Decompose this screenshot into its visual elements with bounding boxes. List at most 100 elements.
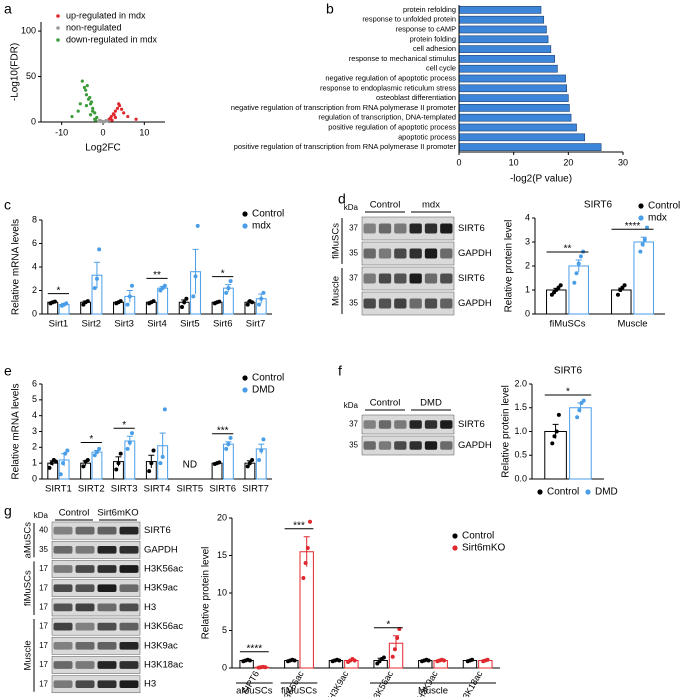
blot-band — [119, 584, 139, 593]
blot-band — [409, 223, 422, 234]
category-label: Sirt5 — [180, 319, 200, 330]
chart-title: SIRT6 — [554, 366, 583, 377]
x-tick-label: 10 — [139, 127, 149, 137]
y-tick-label: 1.0 — [514, 426, 527, 436]
blot-band — [75, 661, 95, 669]
kda-label: 17 — [39, 603, 48, 612]
data-point — [392, 647, 397, 652]
data-point — [116, 461, 121, 466]
legend-label: up-regulated in mdx — [66, 10, 146, 20]
data-point — [226, 442, 231, 447]
point — [113, 109, 117, 113]
data-point — [179, 304, 184, 309]
kda-label: 37 — [349, 224, 358, 233]
blot-band — [119, 565, 139, 573]
blot-label: GAPDH — [458, 248, 492, 259]
blot-band — [119, 661, 139, 669]
blot-band — [97, 584, 117, 593]
blot-band — [440, 298, 453, 309]
kda-label: 40 — [39, 526, 48, 535]
legend-marker — [56, 26, 60, 30]
legend-label: Control — [252, 373, 284, 384]
chart-title: SIRT6 — [584, 200, 613, 211]
blot-band — [53, 545, 73, 554]
blot-band — [394, 223, 407, 234]
kda-label: 35 — [39, 545, 48, 554]
category-label: H3K9ac — [326, 669, 351, 697]
significance-label: **** — [247, 643, 263, 654]
point — [91, 106, 95, 110]
bar — [458, 45, 552, 53]
point — [82, 85, 86, 90]
legend-label: non-regulated — [66, 22, 122, 32]
data-point — [245, 302, 250, 307]
blot-band — [363, 420, 376, 429]
panel-label: a — [4, 1, 12, 17]
kda-label: 35 — [349, 249, 358, 258]
bar — [546, 289, 567, 315]
data-point — [576, 261, 581, 266]
blot-group: Control — [370, 398, 401, 409]
significance-label: * — [122, 420, 126, 431]
category-label: Sirt3 — [114, 319, 134, 330]
data-point — [162, 283, 167, 288]
x-tick-label: -10 — [55, 127, 68, 137]
point — [108, 116, 113, 120]
data-point — [442, 658, 447, 663]
blot-band — [75, 641, 95, 650]
data-point — [130, 283, 135, 288]
point — [126, 114, 130, 119]
legend-label: Control — [252, 209, 284, 220]
data-point — [184, 296, 189, 301]
significance-label: * — [566, 387, 570, 398]
blot-label: H3K9ac — [144, 640, 178, 651]
data-point — [308, 519, 313, 524]
y-tick-label: 15 — [217, 550, 227, 560]
category-label: SIRT6 — [209, 484, 236, 495]
data-point — [64, 301, 69, 306]
blot-band — [409, 420, 422, 429]
y-tick-label: 0.0 — [514, 473, 527, 483]
y-axis-label: Relative protein level — [504, 220, 515, 313]
y-tick-label: 0 — [32, 473, 37, 483]
data-point — [94, 276, 99, 281]
y-tick-label: 4 — [525, 212, 530, 222]
data-point — [301, 576, 306, 580]
blot-strip — [51, 560, 141, 578]
blot-strip — [51, 656, 141, 674]
x-axis-label: Log2FC — [85, 143, 121, 154]
x-tick-label: 20 — [563, 157, 573, 167]
point — [76, 109, 80, 113]
panel-label: e — [4, 363, 12, 379]
blot-band — [424, 248, 438, 259]
bar — [458, 64, 558, 73]
bar — [458, 15, 545, 24]
point — [91, 109, 95, 113]
blot-band — [53, 680, 73, 689]
blot-band — [363, 223, 376, 234]
category-label: SIRT2 — [78, 484, 105, 495]
blot-strip — [361, 435, 455, 456]
blot-strip — [51, 675, 141, 694]
bar — [299, 551, 314, 669]
data-point — [574, 271, 579, 276]
annotation: ND — [183, 460, 197, 471]
data-point — [97, 247, 102, 252]
data-point — [247, 461, 252, 466]
data-point — [556, 412, 561, 417]
data-point — [292, 658, 297, 663]
legend-marker — [242, 387, 248, 393]
data-point — [337, 658, 342, 663]
bar — [124, 440, 136, 480]
data-point — [160, 454, 165, 459]
legend-label: mdx — [648, 213, 667, 224]
blot-label: H3 — [144, 602, 156, 613]
point — [84, 104, 89, 108]
blot-strip — [361, 241, 455, 266]
blot-band — [53, 584, 73, 593]
blot-label: SIRT6 — [458, 419, 485, 430]
category-label: Sirt7 — [246, 319, 266, 330]
category-label: Sirt2 — [82, 319, 102, 330]
data-point — [52, 299, 57, 304]
data-point — [49, 461, 54, 466]
